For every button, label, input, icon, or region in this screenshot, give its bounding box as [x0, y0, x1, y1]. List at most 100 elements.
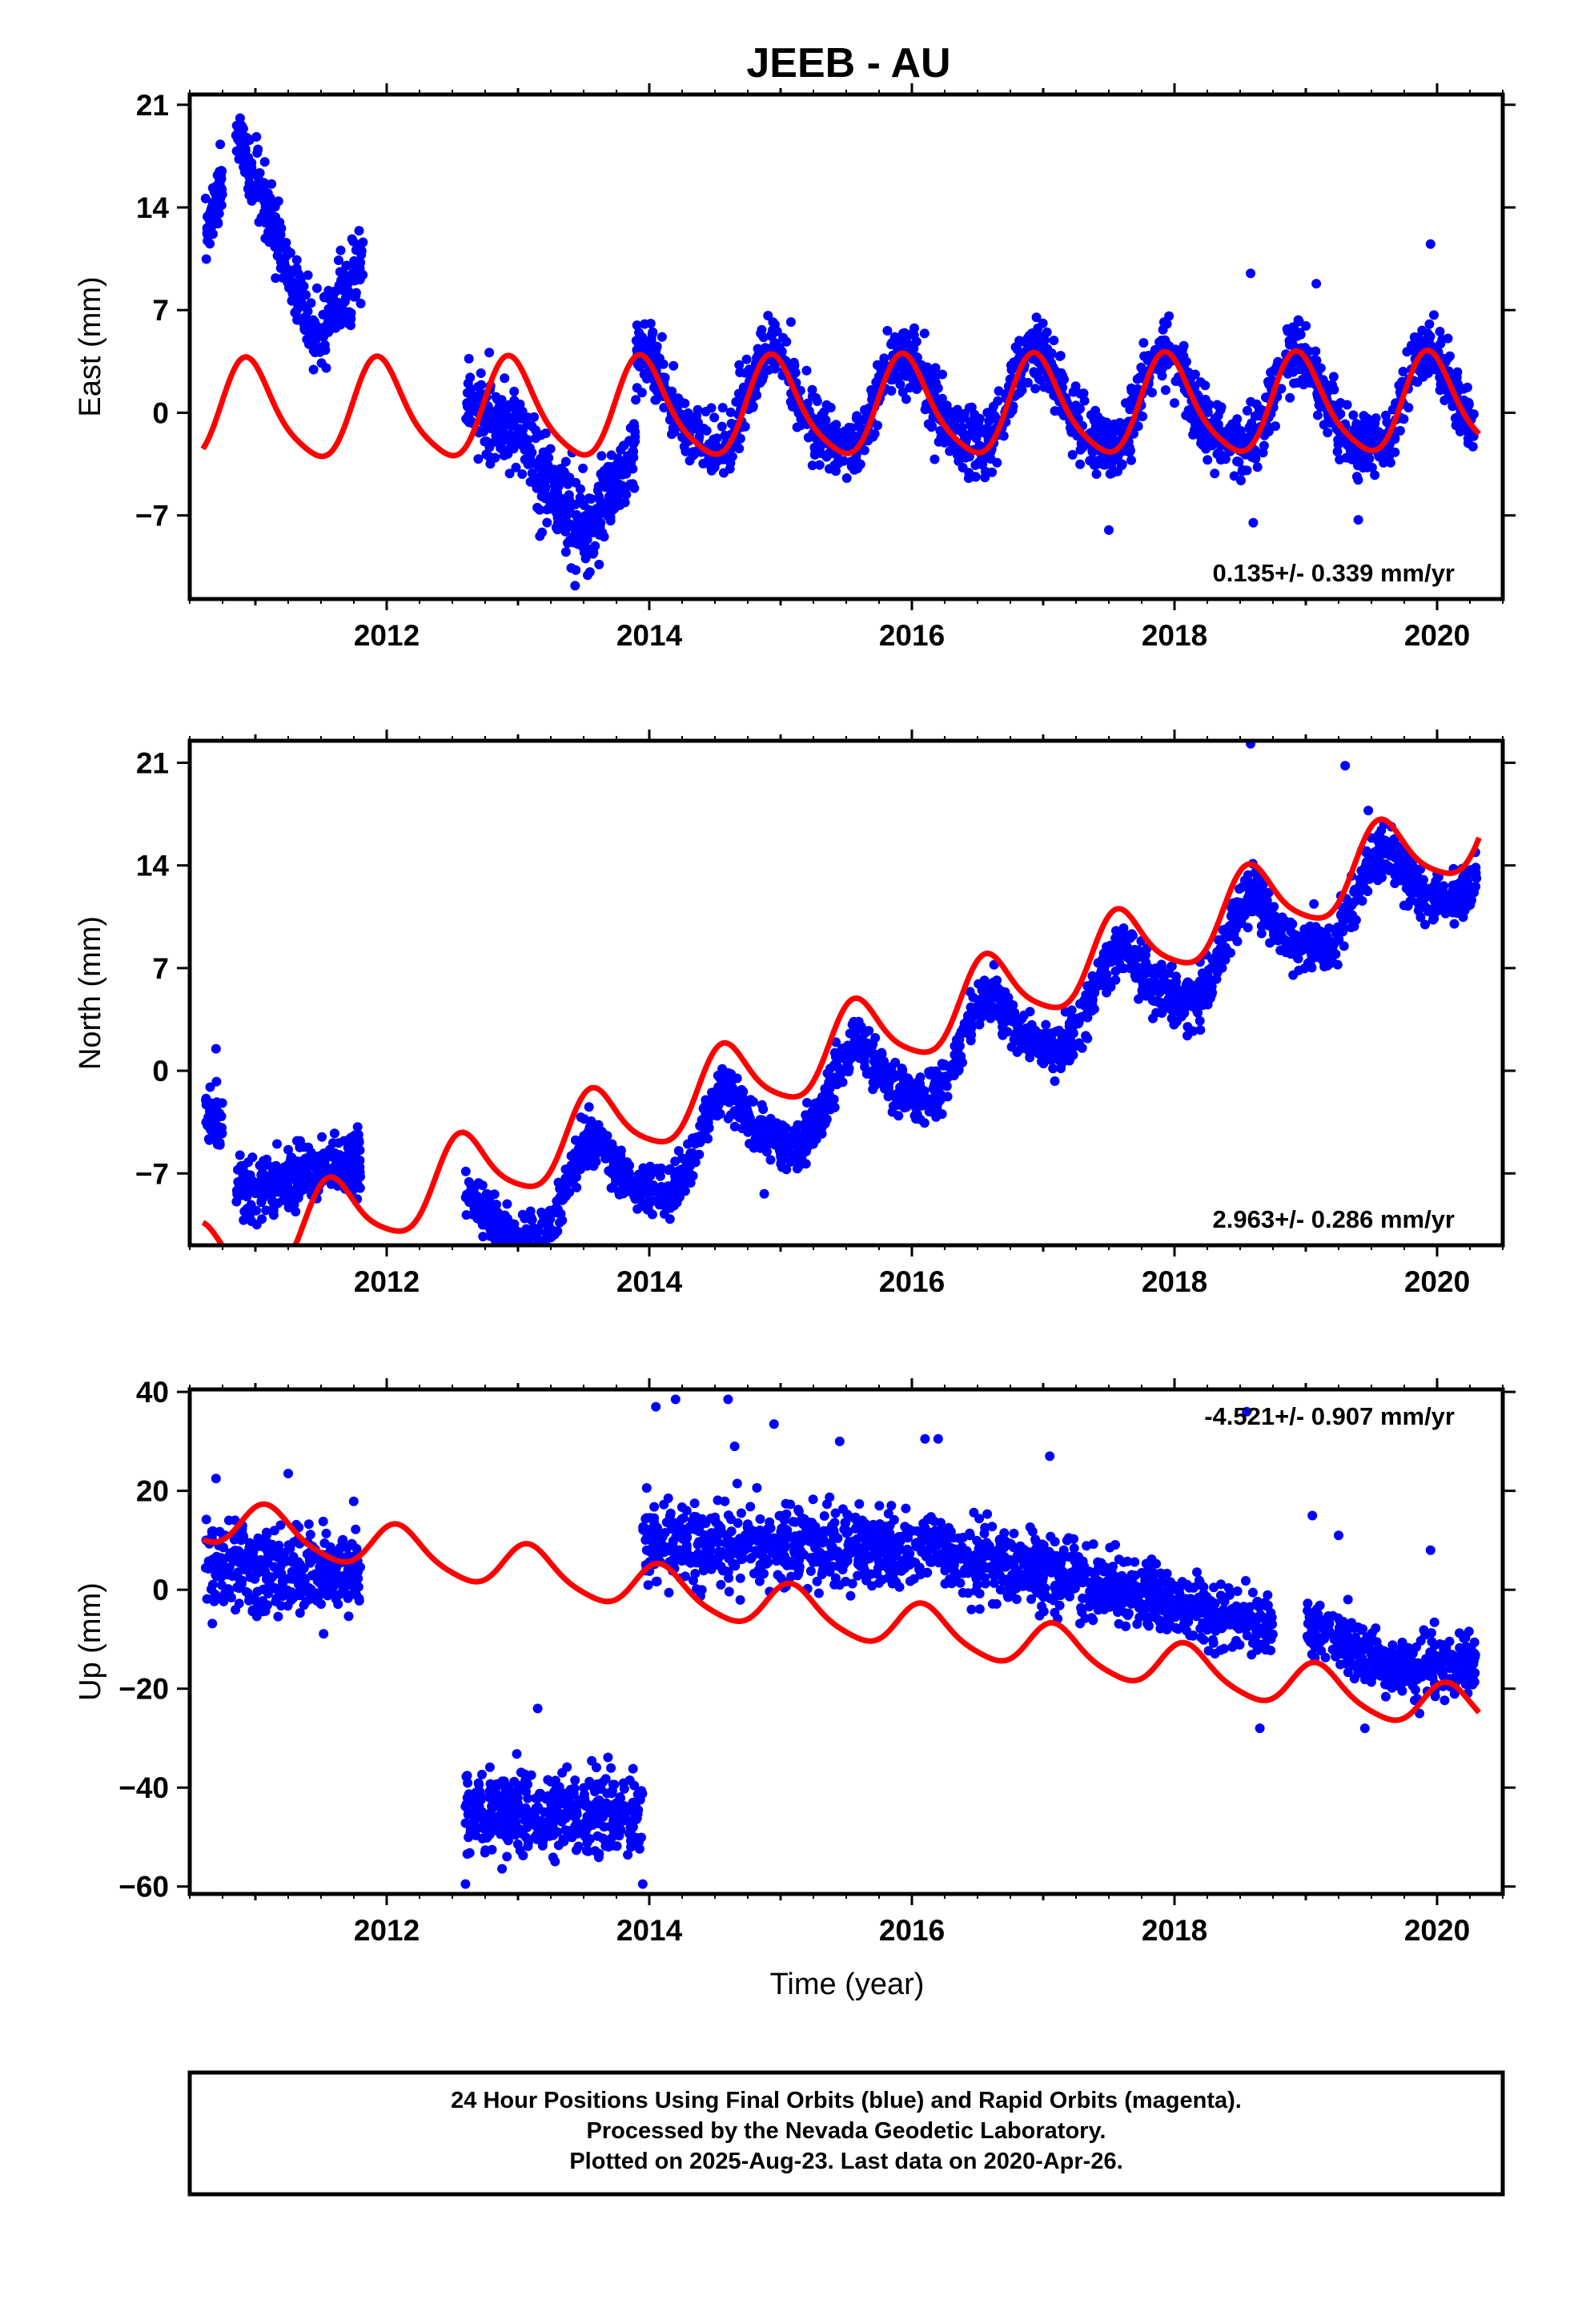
data-point: [491, 392, 501, 402]
data-point: [709, 412, 720, 423]
north-data-points: [201, 741, 1482, 1245]
data-point: [1252, 462, 1263, 472]
data-point: [527, 421, 537, 432]
data-point: [267, 1162, 277, 1172]
data-point: [213, 219, 223, 229]
data-point: [1332, 446, 1343, 456]
data-point: [1107, 468, 1118, 478]
data-point: [851, 413, 861, 424]
data-point: [527, 468, 537, 478]
data-point: [616, 444, 626, 455]
data-point: [275, 240, 285, 251]
data-point: [1231, 436, 1242, 446]
data-point: [267, 1170, 278, 1180]
data-point: [945, 446, 955, 456]
data-point: [1068, 387, 1078, 397]
data-point: [994, 1011, 1004, 1022]
data-point: [1423, 368, 1433, 378]
data-point: [1203, 455, 1213, 465]
data-point: [1312, 410, 1323, 420]
data-point: [933, 383, 943, 393]
data-point: [1403, 403, 1414, 412]
data-point: [517, 469, 528, 479]
data-point: [297, 288, 307, 299]
data-point: [1160, 385, 1170, 396]
data-point: [680, 398, 690, 408]
data-point: [1031, 312, 1042, 323]
data-point: [1398, 367, 1408, 376]
data-point: [1335, 454, 1345, 464]
data-point: [616, 468, 627, 478]
data-point: [1429, 310, 1439, 320]
data-point: [593, 521, 604, 531]
data-point: [201, 1095, 211, 1105]
data-point: [606, 450, 616, 460]
data-point: [763, 311, 773, 321]
data-point: [556, 464, 566, 474]
x-tick-label: 2020: [1404, 619, 1470, 652]
data-point: [316, 358, 327, 368]
data-point: [575, 493, 585, 503]
data-point: [251, 131, 262, 142]
data-point: [1200, 395, 1211, 404]
data-point: [735, 368, 745, 377]
data-point: [768, 325, 777, 336]
data-point: [633, 336, 644, 346]
data-point: [1439, 396, 1450, 405]
data-point: [1216, 402, 1227, 412]
data-point: [1079, 396, 1090, 406]
data-point: [1424, 319, 1435, 329]
data-point: [1246, 396, 1256, 407]
data-point: [251, 1188, 260, 1199]
data-point: [256, 1170, 267, 1180]
data-point: [283, 1144, 293, 1155]
data-point: [673, 1146, 684, 1156]
data-point: [1293, 315, 1303, 325]
x-tick-label: 2012: [354, 619, 420, 652]
data-point: [1162, 319, 1172, 329]
data-point: [355, 257, 366, 267]
data-point: [476, 380, 487, 390]
data-point: [217, 1098, 227, 1108]
data-point: [287, 277, 297, 287]
data-point: [672, 1197, 682, 1208]
data-point: [549, 501, 560, 511]
data-point: [523, 412, 533, 423]
data-point: [309, 316, 319, 327]
data-point: [200, 193, 211, 203]
data-point: [1078, 388, 1089, 399]
y-tick-label: −7: [135, 500, 169, 533]
data-point: [726, 418, 737, 428]
data-point: [1183, 367, 1194, 377]
data-point: [1383, 452, 1394, 462]
data-point: [1311, 346, 1321, 356]
data-point: [516, 405, 526, 416]
data-point: [640, 319, 650, 329]
rate-label: 0.135+/- 0.339 mm/yr: [1213, 559, 1455, 587]
data-point: [1097, 416, 1107, 426]
data-point: [720, 430, 730, 440]
data-point: [275, 263, 286, 273]
data-point: [1362, 413, 1372, 424]
data-point: [608, 1182, 618, 1192]
data-point: [872, 360, 882, 370]
data-point: [600, 481, 610, 492]
data-point: [966, 402, 977, 412]
data-point: [318, 309, 328, 320]
data-point: [462, 388, 472, 398]
data-point: [1085, 456, 1095, 466]
data-point: [580, 533, 590, 543]
data-point: [282, 1196, 291, 1207]
data-point: [1374, 427, 1383, 437]
data-point: [901, 394, 911, 404]
data-point: [484, 348, 495, 358]
data-point: [570, 581, 580, 591]
data-point: [624, 455, 635, 465]
data-point: [1161, 338, 1171, 348]
data-point: [588, 528, 598, 537]
data-point: [625, 423, 636, 433]
data-point: [946, 407, 957, 417]
data-point: [500, 435, 510, 445]
data-point: [712, 433, 722, 444]
data-point: [1009, 1034, 1019, 1044]
